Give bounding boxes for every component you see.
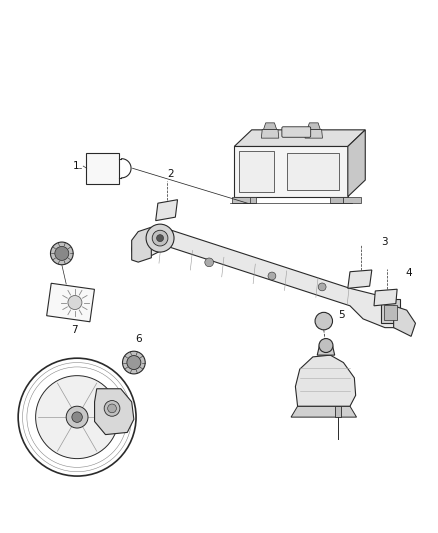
Polygon shape	[132, 227, 151, 262]
Circle shape	[318, 283, 326, 291]
Circle shape	[55, 246, 69, 261]
Polygon shape	[47, 283, 95, 322]
Polygon shape	[348, 130, 365, 197]
Circle shape	[50, 242, 73, 265]
Circle shape	[319, 338, 333, 352]
Polygon shape	[243, 197, 256, 203]
Polygon shape	[291, 406, 357, 417]
Polygon shape	[348, 270, 372, 288]
Polygon shape	[132, 227, 407, 328]
Polygon shape	[234, 147, 348, 197]
Polygon shape	[239, 151, 274, 192]
Polygon shape	[307, 123, 320, 130]
Text: 5: 5	[338, 310, 345, 319]
Polygon shape	[264, 123, 277, 130]
Circle shape	[205, 258, 214, 266]
Polygon shape	[394, 306, 416, 336]
Polygon shape	[295, 355, 356, 406]
Text: 2: 2	[168, 169, 174, 179]
Text: 3: 3	[381, 238, 388, 247]
Polygon shape	[261, 130, 279, 138]
Circle shape	[146, 224, 174, 252]
Polygon shape	[335, 406, 341, 417]
Circle shape	[315, 312, 332, 330]
Polygon shape	[234, 130, 365, 147]
FancyBboxPatch shape	[282, 127, 311, 138]
Circle shape	[156, 235, 163, 241]
Circle shape	[72, 412, 82, 422]
Circle shape	[123, 351, 145, 374]
Circle shape	[108, 404, 117, 413]
Polygon shape	[95, 389, 134, 434]
Polygon shape	[232, 197, 250, 203]
Circle shape	[68, 295, 82, 310]
Circle shape	[66, 406, 88, 428]
Circle shape	[104, 400, 120, 416]
Polygon shape	[381, 299, 400, 323]
Circle shape	[152, 230, 168, 246]
Polygon shape	[305, 130, 322, 138]
Text: 1: 1	[73, 161, 80, 171]
Circle shape	[127, 356, 141, 369]
Polygon shape	[155, 200, 177, 221]
Polygon shape	[287, 153, 339, 190]
Text: 7: 7	[71, 325, 78, 335]
Text: 4: 4	[406, 268, 412, 278]
Polygon shape	[374, 289, 397, 306]
Text: 6: 6	[135, 334, 141, 344]
Polygon shape	[330, 197, 343, 203]
Circle shape	[35, 376, 119, 458]
Circle shape	[268, 272, 276, 280]
Polygon shape	[343, 197, 361, 203]
Polygon shape	[86, 153, 119, 183]
Polygon shape	[384, 305, 397, 320]
Polygon shape	[317, 345, 335, 355]
